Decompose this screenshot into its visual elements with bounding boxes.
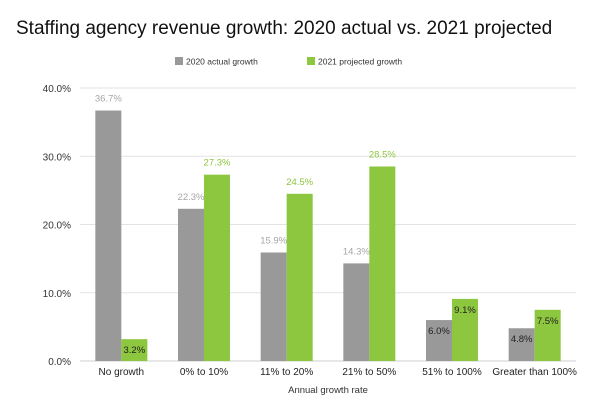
x-tick-label: 11% to 20% <box>260 367 313 378</box>
data-label: 28.5% <box>369 149 396 160</box>
bar-2021-projected <box>121 339 148 361</box>
data-label: 4.8% <box>511 334 533 345</box>
bar-2020-actual <box>508 328 535 361</box>
chart-title: Staffing agency revenue growth: 2020 act… <box>16 18 553 39</box>
y-tick-label: 0.0% <box>48 357 71 368</box>
data-label: 36.7% <box>95 94 122 105</box>
bar-2021-projected <box>369 166 396 361</box>
legend-swatch <box>307 57 315 65</box>
x-tick-label: 21% to 50% <box>342 367 396 378</box>
bar-2021-projected <box>534 309 561 361</box>
y-tick-label: 10.0% <box>43 289 71 300</box>
y-tick-label: 20.0% <box>43 221 71 232</box>
legend-label: 2020 actual growth <box>186 57 258 67</box>
data-label: 24.5% <box>286 177 313 188</box>
x-tick-label: Greater than 100% <box>492 367 577 378</box>
bar-2020-actual <box>260 252 287 361</box>
bar-2020-actual <box>178 208 204 361</box>
x-axis-title: Annual growth rate <box>288 385 368 396</box>
bar-2021-projected <box>452 298 478 361</box>
data-label: 15.9% <box>260 235 287 246</box>
data-label: 27.3% <box>204 158 231 169</box>
bar-2020-actual <box>95 110 122 362</box>
data-label: 6.0% <box>428 326 450 337</box>
data-label: 14.3% <box>343 246 370 257</box>
data-label: 22.3% <box>178 192 205 203</box>
y-tick-label: 30.0% <box>43 152 71 163</box>
data-label: 7.5% <box>537 316 559 327</box>
x-tick-label: 51% to 100% <box>422 367 482 378</box>
x-tick-label: 0% to 10% <box>180 367 228 378</box>
legend-label: 2021 projected growth <box>318 57 402 67</box>
x-tick-label: No growth <box>99 367 145 378</box>
bar-2020-actual <box>426 320 452 361</box>
bar-2021-projected <box>204 174 230 361</box>
y-tick-label: 40.0% <box>43 84 71 95</box>
data-label: 3.2% <box>124 345 146 356</box>
bar-2021-projected <box>286 193 313 361</box>
bar-2020-actual <box>343 263 370 361</box>
data-label: 9.1% <box>454 305 476 316</box>
legend-swatch <box>175 57 183 65</box>
